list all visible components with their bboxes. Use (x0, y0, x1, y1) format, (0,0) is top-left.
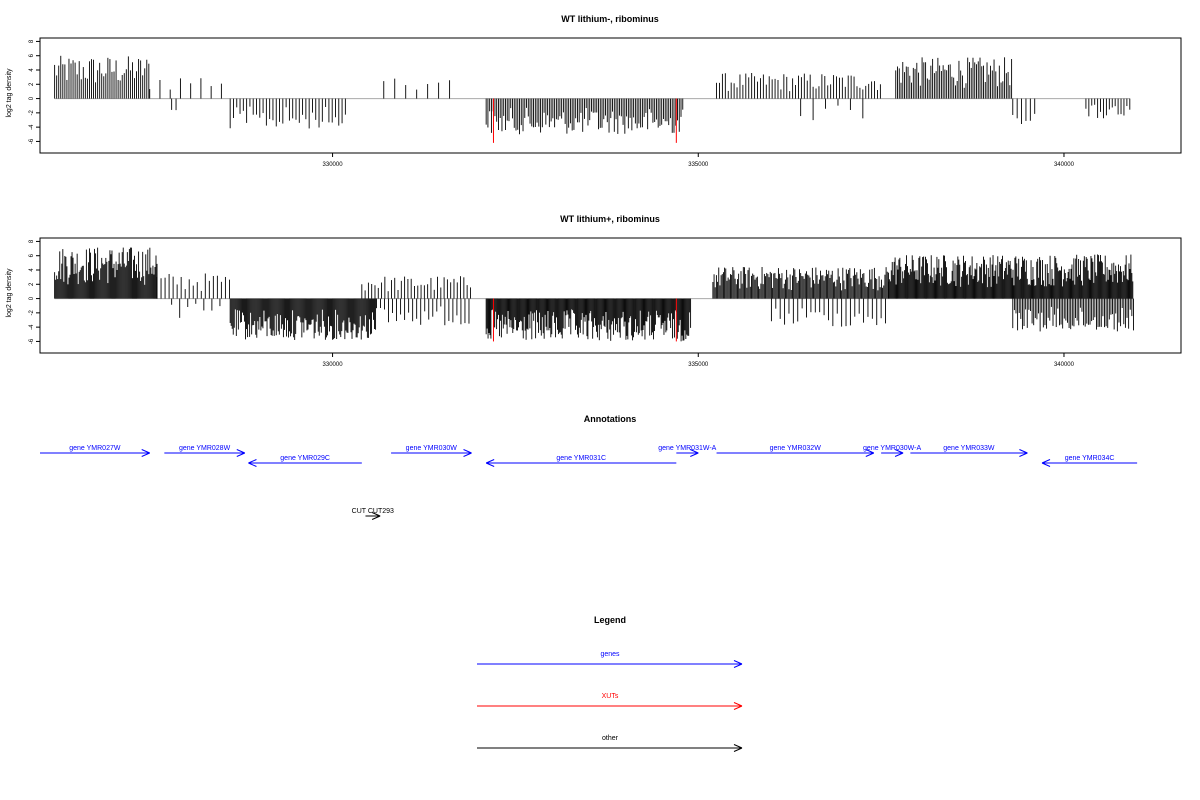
legend-label: other (602, 735, 619, 742)
panel-1-title: WT lithium-, ribominus (561, 14, 659, 24)
y-tick-label: 8 (29, 39, 35, 43)
x-tick-label: 340000 (1054, 362, 1075, 368)
annotation-label: gene YMR028W (179, 445, 231, 452)
panel-2-bars (54, 247, 1134, 342)
x-tick-label: 330000 (323, 162, 344, 168)
annotation-arrow (365, 512, 381, 520)
annotation-arrow (716, 449, 875, 457)
x-tick-label: 330000 (323, 362, 344, 368)
y-tick-label: 0 (29, 296, 35, 300)
legend: Legend genes XUTs other (477, 615, 743, 752)
panel-2-x-axis: 330000 335000 340000 (323, 353, 1075, 368)
panel-2-highlight-bars (492, 298, 677, 342)
legend-items: genes XUTs other (477, 651, 743, 752)
annotation-features: gene YMR027W gene YMR028W gene YMR029C gene… (40, 445, 1138, 520)
annotation-arrow (485, 459, 677, 467)
y-tick-label: -6 (29, 338, 35, 344)
annotation-arrow (391, 449, 472, 457)
annotation-arrow (164, 449, 245, 457)
annotation-arrow (248, 459, 362, 467)
y-tick-label: 4 (29, 268, 35, 272)
panel-2-frame (39, 237, 1182, 354)
annotation-label: gene YMR034C (1065, 455, 1115, 462)
y-tick-label: 0 (29, 96, 35, 100)
annotation-arrow (881, 449, 904, 457)
annotation-label: gene YMR031C (556, 455, 606, 462)
panel-wt-lithium-minus: WT lithium-, ribominus log2 tag density … (6, 14, 1182, 168)
y-tick-label: 4 (29, 68, 35, 72)
annotation-arrow (910, 449, 1028, 457)
annotation-label: CUT CUT293 (352, 508, 394, 515)
annotations-title: Annotations (584, 414, 637, 424)
annotation-label: gene YMR030W-A (863, 445, 921, 452)
y-tick-label: -2 (29, 310, 35, 316)
x-tick-label: 335000 (688, 162, 709, 168)
panel-wt-lithium-plus: WT lithium+, ribominus log2 tag density … (6, 214, 1182, 368)
annotation-label: gene YMR030W (406, 445, 458, 452)
y-tick-label: -4 (29, 324, 35, 330)
annotation-label: gene YMR027W (69, 445, 121, 452)
panel-2-y-axis: -6 -4 -2 0 2 4 6 8 (29, 239, 40, 344)
legend-arrow (477, 702, 743, 710)
annotation-label: gene YMR033W (943, 445, 995, 452)
annotations-track: Annotations gene YMR027W gene YMR028Wgene… (40, 414, 1138, 520)
y-tick-label: 2 (29, 282, 35, 286)
panel-1-ylabel: log2 tag density (6, 68, 13, 118)
panel-1-highlight-bars (492, 98, 677, 143)
annotation-label: gene YMR031W-A (658, 445, 716, 452)
y-tick-label: -4 (29, 124, 35, 130)
annotation-label: gene YMR032W (770, 445, 822, 452)
y-tick-label: 6 (29, 53, 35, 57)
panel-2-ylabel: log2 tag density (6, 268, 13, 318)
legend-label: genes (600, 651, 620, 658)
panel-2-title: WT lithium+, ribominus (560, 214, 660, 224)
annotation-arrow (1041, 459, 1138, 467)
y-tick-label: 6 (29, 253, 35, 257)
y-tick-label: -6 (29, 138, 35, 144)
y-tick-label: 8 (29, 239, 35, 243)
annotation-arrow (40, 449, 150, 457)
panel-1-bars (54, 55, 1131, 135)
legend-label: XUTs (602, 693, 619, 700)
annotation-arrow (676, 449, 699, 457)
panel-1-frame (39, 37, 1182, 154)
legend-arrow (477, 660, 743, 668)
x-tick-label: 335000 (688, 362, 709, 368)
annotation-label: gene YMR029C (280, 455, 330, 462)
y-tick-label: 2 (29, 82, 35, 86)
panel-1-x-axis: 330000 335000 340000 (323, 153, 1075, 168)
panel-1-y-axis: -6 -4 -2 0 2 4 6 8 (29, 39, 40, 144)
x-tick-label: 340000 (1054, 162, 1075, 168)
legend-title: Legend (594, 615, 626, 625)
legend-arrow (477, 744, 743, 752)
y-tick-label: -2 (29, 110, 35, 116)
